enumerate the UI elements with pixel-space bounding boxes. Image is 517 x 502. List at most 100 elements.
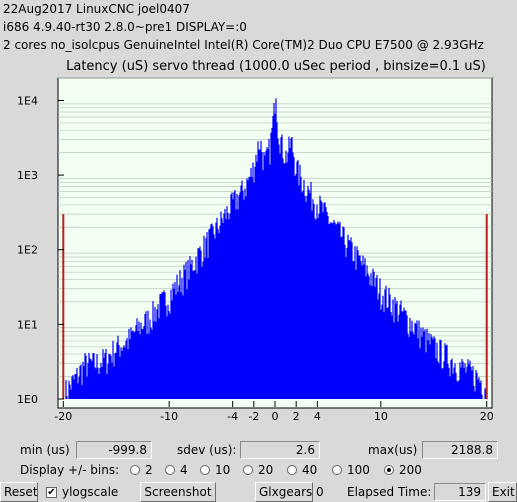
max-label: max(us)	[368, 443, 418, 457]
histogram-bar	[225, 218, 227, 399]
histogram-bar	[424, 329, 426, 399]
histogram-bar	[407, 333, 409, 399]
histogram-bar	[237, 209, 239, 399]
screenshot-button[interactable]: Screenshot	[140, 482, 216, 502]
ylogscale-checkbox[interactable]: ✔ ylogscale	[46, 483, 118, 501]
histogram-bar	[134, 331, 136, 399]
histogram-bar	[270, 132, 272, 400]
radio-icon	[332, 465, 342, 475]
histogram-bar	[281, 134, 283, 399]
histogram-bar	[203, 235, 205, 399]
bins-option-40[interactable]: 40	[287, 461, 317, 479]
histogram-bar	[360, 261, 362, 399]
histogram-bar	[70, 389, 72, 399]
histogram-bar	[86, 376, 88, 399]
histogram-bar	[367, 273, 369, 399]
bins-option-20[interactable]: 20	[243, 461, 273, 479]
histogram-bar	[382, 295, 384, 399]
elapsed-label: Elapsed Time:	[347, 485, 432, 499]
histogram-bar	[339, 221, 341, 399]
histogram-bar	[280, 137, 282, 399]
histogram-bar	[457, 381, 459, 399]
histogram-bar	[373, 271, 375, 399]
histogram-bar	[188, 279, 190, 399]
histogram-bar	[65, 380, 67, 399]
histogram-bar	[420, 327, 422, 399]
histogram-bar	[308, 189, 310, 399]
bins-option-200[interactable]: 200	[384, 461, 422, 479]
histogram-bar	[278, 144, 280, 399]
bins-option-2[interactable]: 2	[130, 461, 153, 479]
histogram-bar	[219, 225, 221, 399]
histogram-bar	[122, 347, 124, 399]
histogram-bar	[190, 264, 192, 399]
x-tick-label: 4	[314, 410, 321, 423]
histogram-bar	[105, 349, 107, 399]
histogram-bar	[151, 329, 153, 399]
histogram-bar	[279, 153, 281, 399]
bins-option-4[interactable]: 4	[165, 461, 188, 479]
histogram-bar	[79, 365, 81, 399]
histogram-bar	[445, 345, 447, 399]
histogram-bar	[198, 248, 200, 399]
histogram-bar	[97, 367, 99, 399]
histogram-bar	[304, 195, 306, 399]
histogram-bar	[456, 380, 458, 399]
histogram-bar	[210, 224, 212, 399]
histogram-bar	[454, 363, 456, 399]
histogram-bar	[174, 282, 176, 399]
histogram-bar	[230, 194, 232, 399]
histogram-bar	[282, 158, 284, 399]
histogram-bar	[383, 311, 385, 399]
histogram-bar	[328, 224, 330, 399]
histogram-bar	[238, 195, 240, 399]
glxgears-button[interactable]: Glxgears	[255, 482, 313, 502]
histogram-bar	[334, 222, 336, 399]
histogram-bar	[409, 317, 411, 399]
histogram-bar	[371, 286, 373, 399]
histogram-bar	[287, 152, 289, 399]
histogram-bar	[425, 352, 427, 399]
histogram-bar	[416, 320, 418, 399]
histogram-bar	[435, 358, 437, 399]
histogram-bar	[277, 138, 279, 400]
histogram-bar	[434, 338, 436, 399]
histogram-bar	[249, 176, 251, 399]
histogram-bar	[310, 182, 312, 399]
histogram-bar	[180, 292, 182, 399]
bins-option-100[interactable]: 100	[332, 461, 370, 479]
histogram-bar	[303, 179, 305, 399]
bins-option-10[interactable]: 10	[200, 461, 230, 479]
histogram-bar	[217, 228, 219, 399]
histogram-bar	[359, 255, 361, 399]
system-info-line: i686 4.9.40-rt30 2.8.0~pre1 DISPLAY=:0	[3, 20, 247, 34]
histogram-bar	[331, 223, 333, 399]
histogram-bar	[126, 338, 128, 399]
y-tick-label: 1E1	[17, 318, 38, 331]
histogram-bar	[298, 185, 300, 399]
histogram-bar	[226, 206, 228, 399]
reset-button[interactable]: Reset	[0, 482, 38, 502]
histogram-bar	[155, 321, 157, 399]
histogram-bar	[152, 301, 154, 399]
histogram-bar	[459, 362, 461, 399]
histogram-bar	[167, 304, 169, 399]
histogram-bar	[305, 201, 307, 399]
histogram-bar	[329, 223, 331, 399]
histogram-bar	[447, 364, 449, 399]
x-tick-label: 2	[293, 410, 300, 423]
histogram-bar	[289, 148, 291, 399]
histogram-bar	[296, 161, 298, 399]
y-tick-label: 1E2	[17, 244, 38, 257]
histogram-bar	[206, 232, 208, 399]
exit-button[interactable]: Exit	[488, 482, 517, 502]
histogram-bar	[320, 200, 322, 399]
histogram-bar	[235, 209, 237, 399]
histogram-bar	[364, 258, 366, 399]
outlier-bar	[62, 214, 65, 399]
histogram-bar	[366, 265, 368, 399]
histogram-bar	[250, 168, 252, 399]
histogram-bar	[157, 304, 159, 399]
histogram-bar	[458, 380, 460, 399]
histogram-bar	[392, 299, 394, 399]
